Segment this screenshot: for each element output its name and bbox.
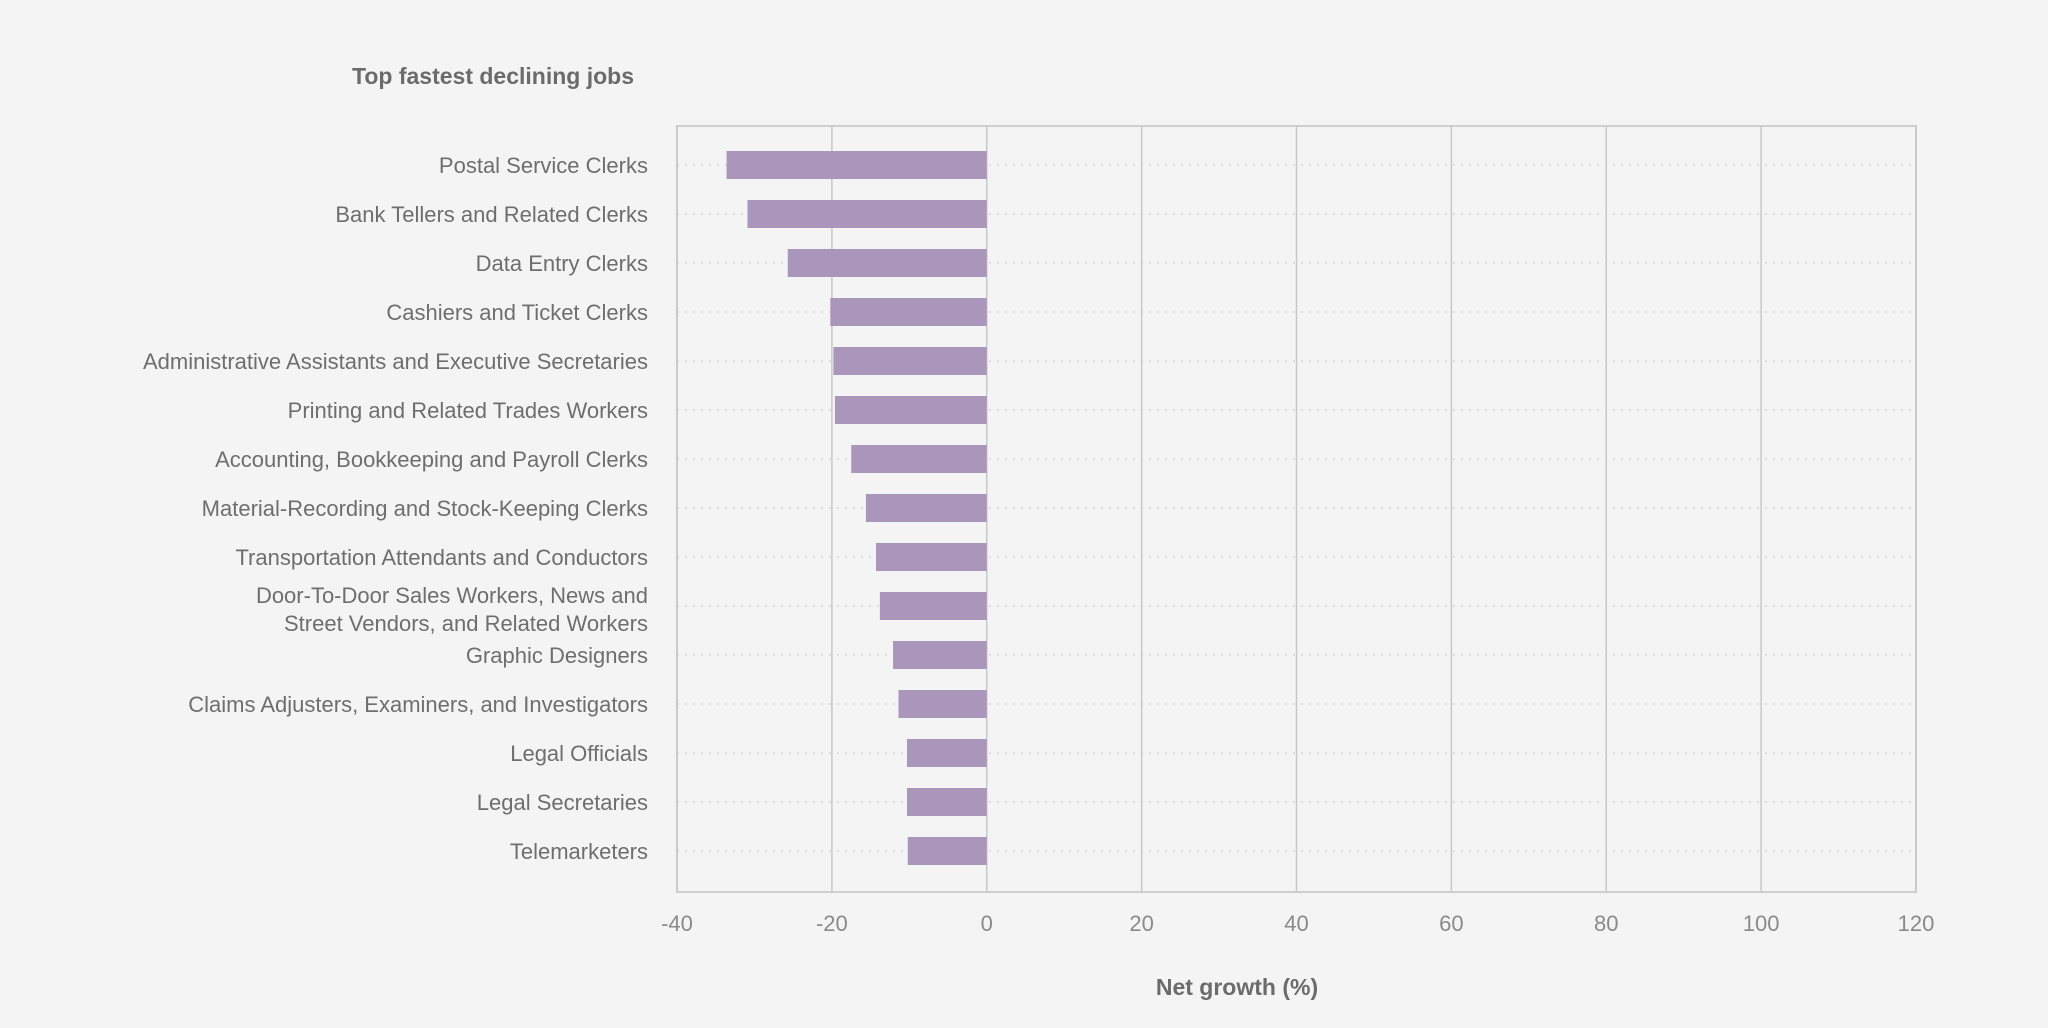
bar: [906, 788, 987, 816]
x-tick-label: -40: [661, 911, 693, 936]
x-tick-label: -20: [816, 911, 848, 936]
bar: [830, 298, 987, 326]
category-label: Material-Recording and Stock-Keeping Cle…: [202, 496, 648, 521]
bar: [907, 837, 987, 865]
category-label: Data Entry Clerks: [476, 251, 648, 276]
category-labels: Postal Service Clerks Bank Tellers and Re…: [143, 153, 648, 864]
bar: [898, 690, 987, 718]
x-tick-labels: -40 -20 0 20 40 60 80 100 120: [661, 911, 1934, 936]
x-tick-label: 100: [1743, 911, 1780, 936]
bar: [833, 347, 987, 375]
category-label: Administrative Assistants and Executive …: [143, 349, 648, 374]
category-label: Transportation Attendants and Conductors: [235, 545, 648, 570]
bar: [851, 445, 987, 473]
grid: [676, 125, 1917, 893]
x-tick-label: 40: [1284, 911, 1308, 936]
bar: [893, 641, 987, 669]
category-label: Accounting, Bookkeeping and Payroll Cler…: [215, 447, 648, 472]
category-label: Legal Officials: [510, 741, 648, 766]
bar: [879, 592, 987, 620]
chart-title: Top fastest declining jobs: [352, 63, 634, 89]
bar: [726, 151, 987, 179]
category-label: Claims Adjusters, Examiners, and Investi…: [188, 692, 648, 717]
x-tick-label: 0: [981, 911, 993, 936]
x-tick-label: 60: [1439, 911, 1463, 936]
category-label: Legal Secretaries: [477, 790, 648, 815]
x-axis-label: Net growth (%): [1156, 974, 1318, 1000]
bar: [865, 494, 987, 522]
category-label: Door-To-Door Sales Workers, News and Stre…: [256, 583, 648, 636]
category-label: Bank Tellers and Related Clerks: [335, 202, 648, 227]
bar: [876, 543, 987, 571]
bar: [834, 396, 987, 424]
bar: [787, 249, 987, 277]
bar: [747, 200, 987, 228]
x-tick-label: 120: [1898, 911, 1935, 936]
category-label: Printing and Related Trades Workers: [288, 398, 648, 423]
category-label: Cashiers and Ticket Clerks: [386, 300, 648, 325]
bars: [726, 151, 987, 865]
x-tick-label: 20: [1129, 911, 1153, 936]
bar: [906, 739, 987, 767]
category-label: Graphic Designers: [466, 643, 648, 668]
category-label: Telemarketers: [510, 839, 648, 864]
x-tick-label: 80: [1594, 911, 1618, 936]
category-label: Postal Service Clerks: [439, 153, 648, 178]
